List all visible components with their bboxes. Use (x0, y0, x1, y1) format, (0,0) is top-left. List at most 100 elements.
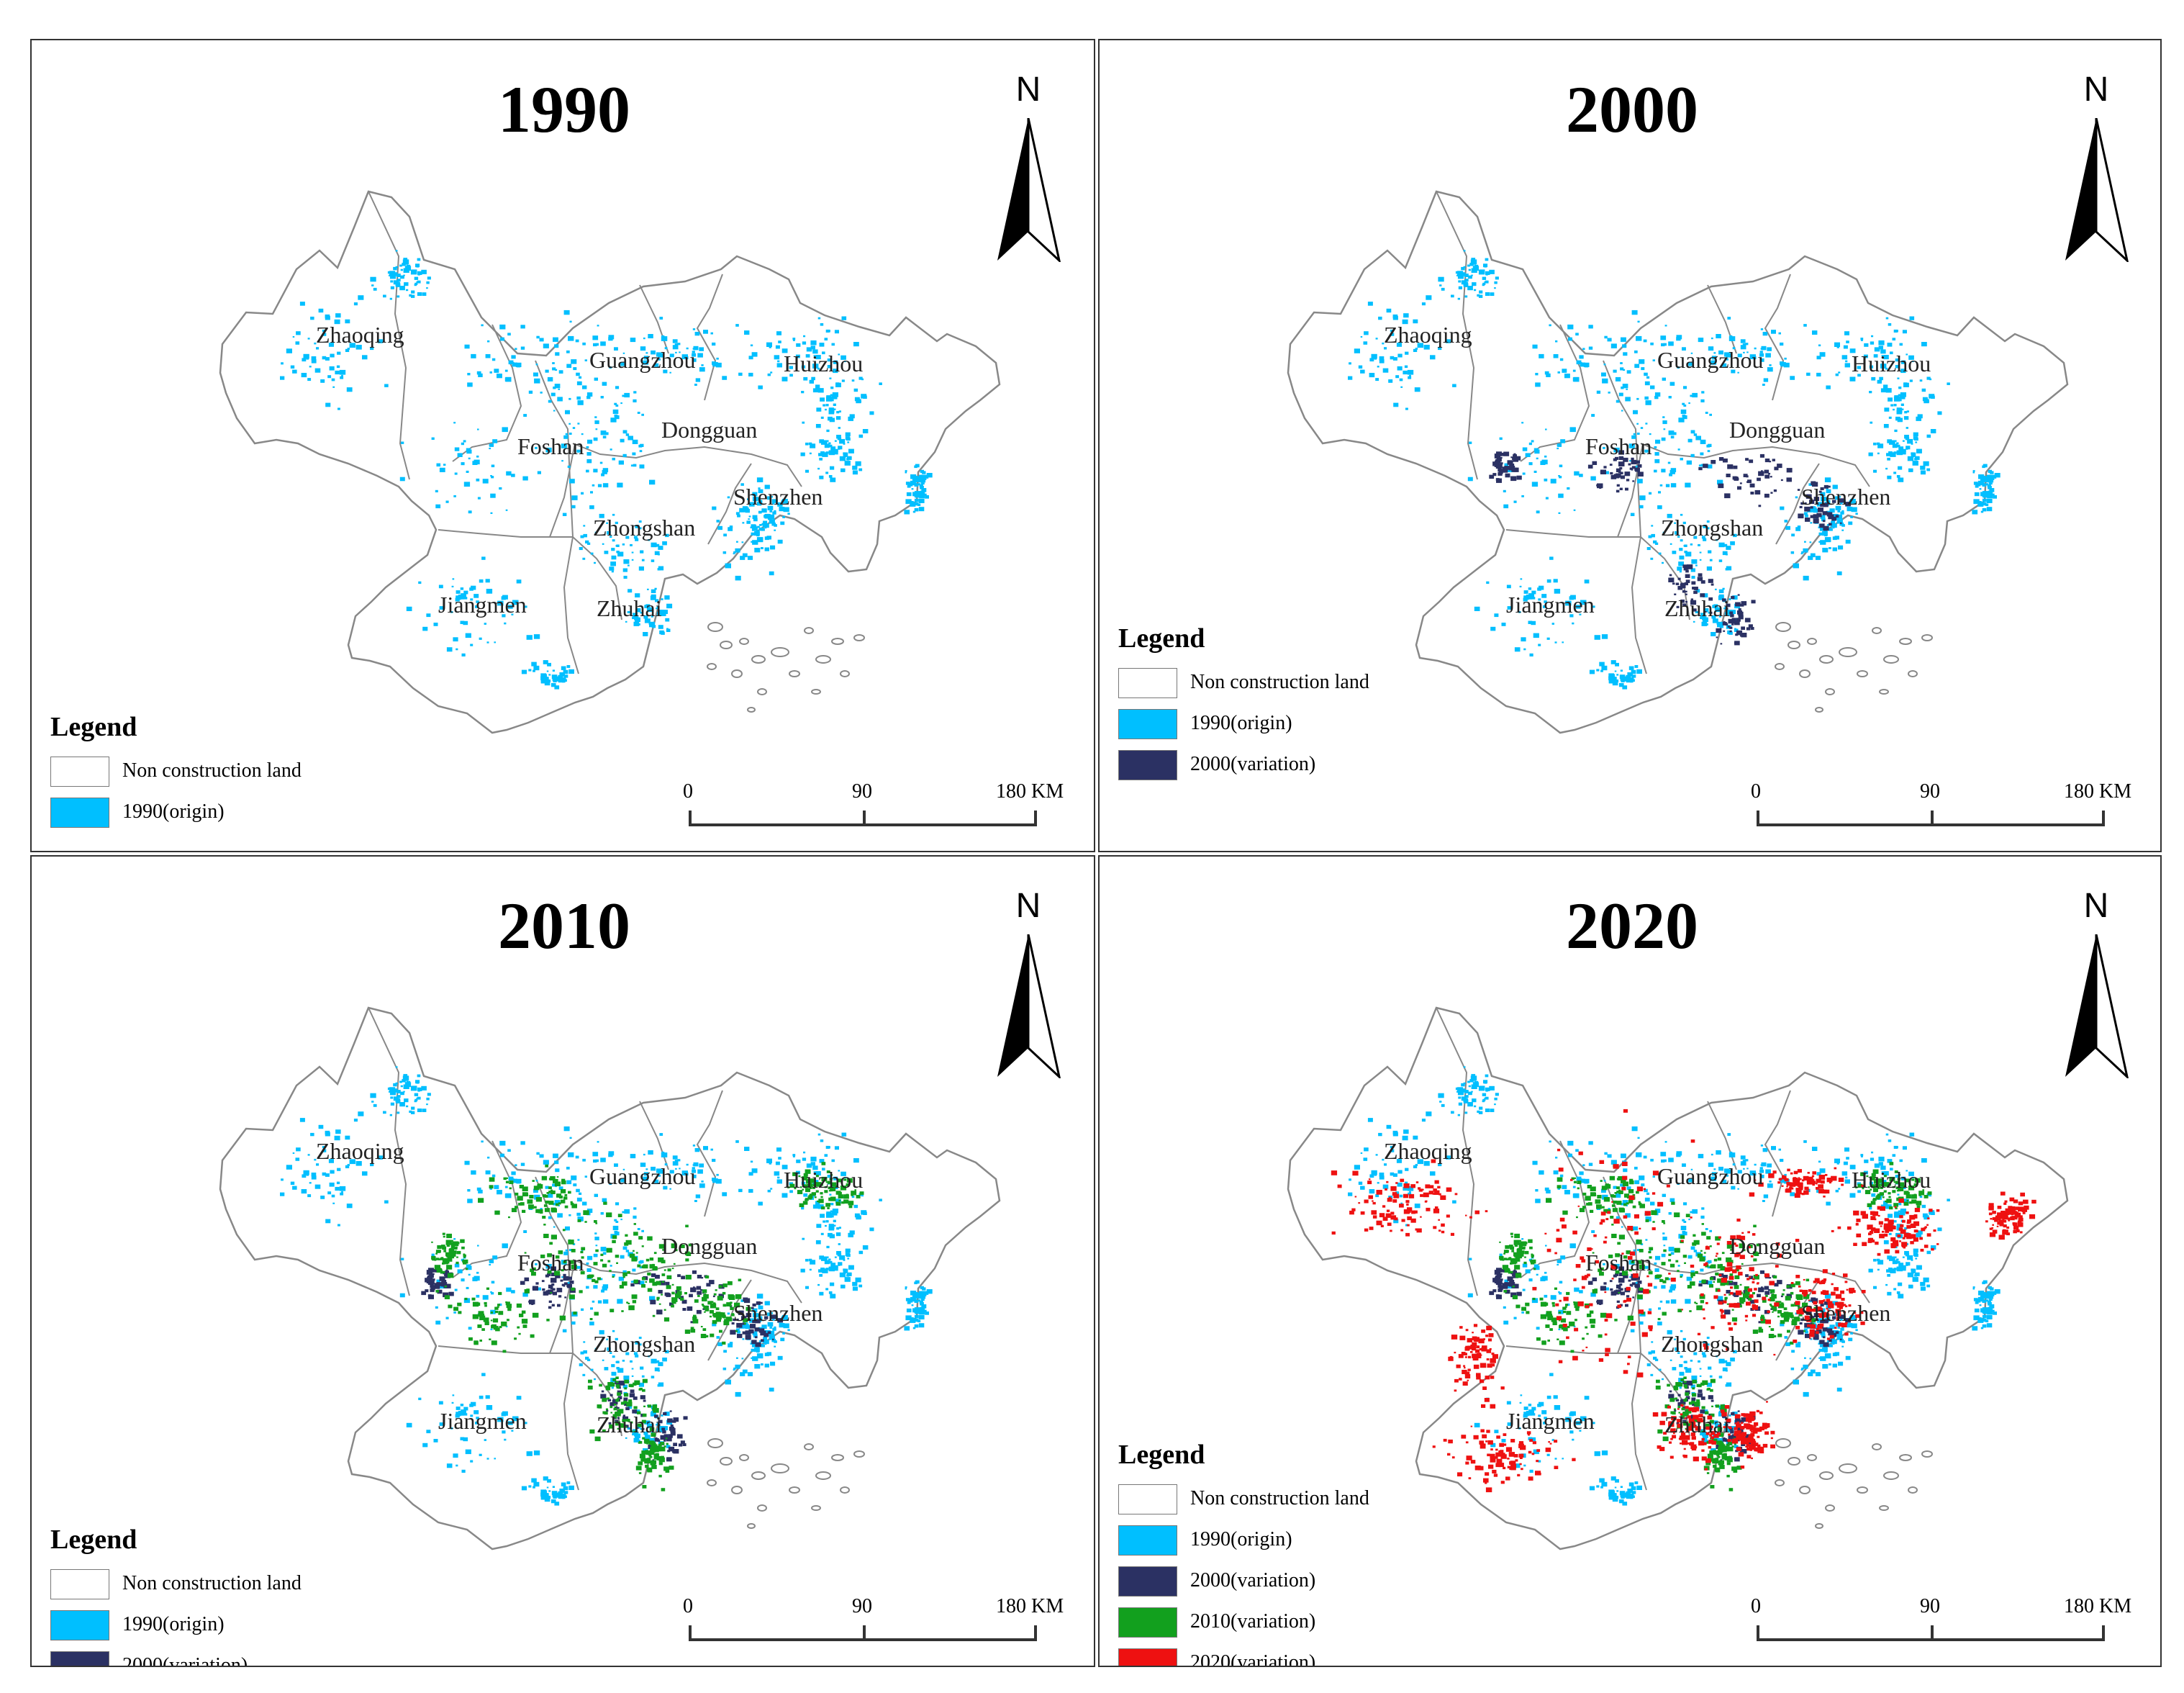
city-label-guangzhou: Guangzhou (589, 347, 696, 373)
region-outline (1287, 190, 2069, 734)
city-boundary (549, 443, 576, 538)
island (731, 669, 743, 678)
layer-variation_2000 (1489, 450, 1852, 646)
map-panel-2000: Zhaoqing Guangzhou Huizhou Foshan Dongguan Sh… (1098, 39, 2162, 852)
city-label-guangzhou: Guangzhou (1657, 347, 1764, 373)
region-boundaries (219, 190, 1001, 734)
island (1775, 622, 1791, 632)
city-boundary (438, 1345, 573, 1354)
city-boundary (707, 1279, 752, 1361)
city-boundary (368, 191, 410, 480)
island (720, 641, 733, 649)
map-panel-1990: Zhaoqing Guangzhou Huizhou Foshan Dongguan Sh… (30, 39, 1095, 852)
legend-label: 2000(variation) (1190, 1569, 1316, 1592)
city-label-guangzhou: Guangzhou (1657, 1163, 1764, 1189)
island (831, 638, 844, 645)
island (811, 689, 821, 695)
island (720, 1457, 733, 1466)
island (804, 627, 814, 634)
island (1819, 1471, 1834, 1480)
island (747, 707, 756, 713)
legend-title: Legend (50, 712, 137, 742)
north-arrow-icon (2065, 118, 2129, 262)
city-label-zhuhai: Zhuhai (597, 595, 662, 621)
city-label-dongguan: Dongguan (1729, 417, 1825, 443)
panel-title: 2000 (1566, 73, 1698, 146)
legend-swatch (1118, 1648, 1177, 1666)
island (707, 1479, 717, 1486)
island (789, 670, 800, 677)
island (751, 655, 766, 664)
layer-variation_2020 (1331, 1109, 2036, 1493)
north-arrow-icon (997, 934, 1061, 1078)
island (831, 1454, 844, 1461)
city-label-zhaoqing: Zhaoqing (316, 1138, 404, 1164)
scale-label-start: 0 (1751, 1595, 1761, 1617)
scale-label-start: 0 (683, 1595, 693, 1617)
map-panel-2020: Zhaoqing Guangzhou Huizhou Foshan Dongguan Sh… (1098, 855, 2162, 1667)
city-boundary (696, 274, 723, 401)
island (731, 1486, 743, 1494)
island (1879, 1505, 1889, 1511)
city-boundary (1764, 274, 1791, 401)
construction-land-dots (1331, 1066, 2036, 1506)
construction-land-dots (1348, 250, 2001, 690)
island (804, 1443, 814, 1450)
scale-label-end: 180 KM (2064, 1595, 2132, 1617)
city-labels: Zhaoqing Guangzhou Huizhou Foshan Dongguan Sh… (316, 1138, 863, 1437)
city-label-zhongshan: Zhongshan (1661, 1331, 1763, 1357)
city-label-jiangmen: Jiangmen (1506, 592, 1595, 618)
legend-swatch (1118, 1607, 1177, 1638)
region-outline (219, 1006, 1001, 1550)
city-boundary (707, 463, 752, 545)
legend-label: 2010(variation) (1190, 1610, 1316, 1633)
city-boundary (639, 284, 669, 354)
island (1921, 1450, 1933, 1458)
city-label-zhongshan: Zhongshan (1661, 515, 1763, 541)
island (1819, 655, 1834, 664)
legend-swatch (1118, 750, 1177, 780)
city-label-huizhou: Huizhou (784, 1167, 863, 1193)
city-label-foshan: Foshan (517, 1250, 584, 1276)
north-label: N (2083, 71, 2109, 109)
region-outline (219, 190, 1001, 734)
island (1883, 1471, 1899, 1480)
city-label-dongguan: Dongguan (661, 417, 757, 443)
legend-label: 1990(origin) (1190, 712, 1292, 734)
city-boundary (696, 1090, 723, 1217)
island (1839, 1463, 1857, 1473)
city-label-foshan: Foshan (1585, 433, 1651, 459)
island (771, 1463, 789, 1473)
island (789, 1486, 800, 1494)
city-boundary (572, 1259, 802, 1304)
city-boundary (572, 443, 802, 487)
scale-label-mid: 90 (1920, 1595, 1940, 1617)
legend-title: Legend (50, 1525, 137, 1555)
island (811, 1505, 821, 1511)
island (1883, 655, 1899, 664)
city-label-zhongshan: Zhongshan (593, 1331, 695, 1357)
city-boundary (563, 1353, 579, 1491)
city-boundary (572, 536, 622, 620)
scale-bar: 0 90 180 KM (676, 1595, 1064, 1654)
island (1872, 627, 1882, 634)
city-boundary (1775, 1279, 1820, 1361)
legend-swatch (1118, 1566, 1177, 1597)
layer-variation_2010 (431, 1162, 864, 1491)
map-canvas: Zhaoqing Guangzhou Huizhou Foshan Dongguan Sh… (1287, 1006, 2069, 1550)
island (747, 1523, 756, 1529)
island (757, 688, 767, 695)
city-label-shenzhen: Shenzhen (733, 1300, 823, 1326)
city-boundary (1707, 1101, 1737, 1170)
map-canvas: Zhaoqing Guangzhou Huizhou Foshan Dongguan Sh… (219, 190, 1001, 734)
legend-swatch (50, 1651, 109, 1666)
legend-swatch (1118, 1525, 1177, 1556)
island (751, 1471, 766, 1480)
island (1908, 670, 1918, 677)
scale-label-end: 180 KM (996, 1595, 1064, 1617)
island (1825, 688, 1835, 695)
city-label-huizhou: Huizhou (1852, 1167, 1931, 1193)
layer-variation_2010 (1499, 1162, 1932, 1491)
city-boundary (1631, 536, 1647, 674)
layer-origin_1990 (1348, 1066, 2001, 1506)
